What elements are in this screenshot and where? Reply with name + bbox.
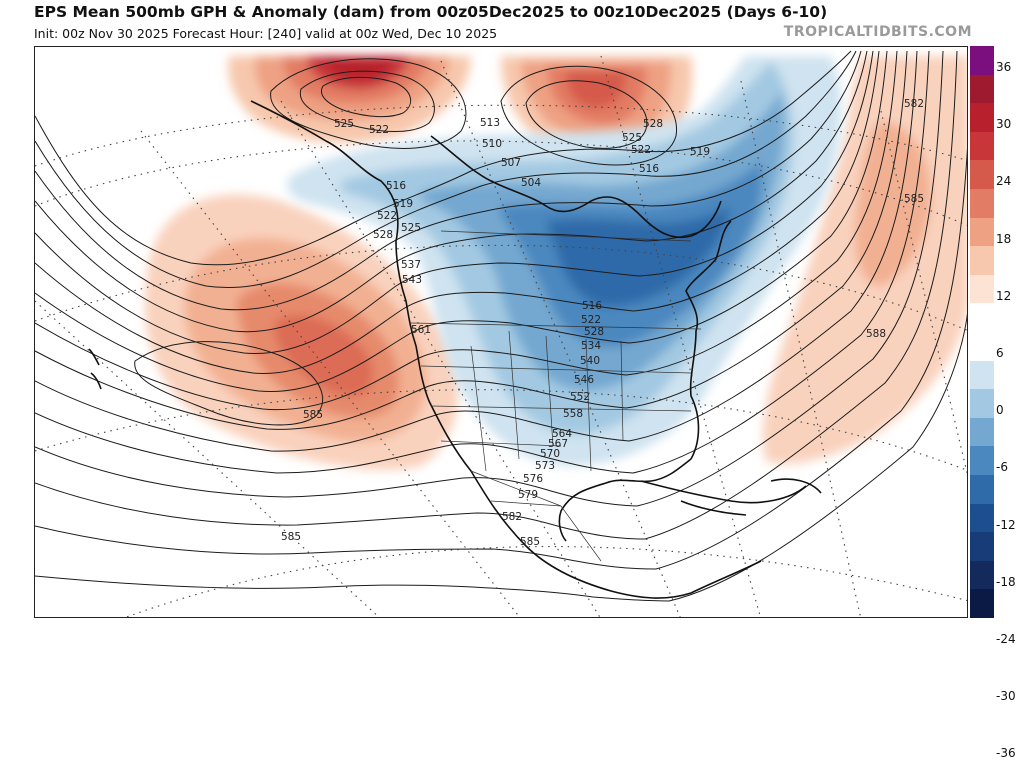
contour-label: 570 (540, 448, 560, 460)
height-contours (35, 50, 967, 602)
colorbar-segment (970, 475, 994, 505)
colorbar-tick-label: -36 (996, 746, 1016, 760)
colorbar-segment (970, 246, 994, 276)
map-subtitle: Init: 00z Nov 30 2025 Forecast Hour: [24… (34, 26, 498, 41)
colorbar-tick-label: 0 (996, 403, 1004, 418)
contour-label: 558 (563, 408, 583, 420)
contour-label: 528 (643, 118, 663, 130)
contour-label: 516 (639, 163, 659, 175)
colorbar-segment (970, 274, 994, 304)
contour-label: 585 (520, 536, 540, 548)
colorbar-segment (970, 189, 994, 219)
colorbar-segment (970, 103, 994, 133)
colorbar-tick-label: 36 (996, 60, 1012, 74)
political-borders (410, 230, 702, 562)
colorbar-segment (970, 360, 994, 390)
contour-label: 567 (548, 438, 568, 450)
colorbar-ticks: 36 30 24 18 12 6 0 -6 -12 -18 -24 -30 -36 (996, 46, 1024, 760)
contour-label: 564 (552, 428, 572, 440)
contour-label: 519 (690, 146, 710, 158)
colorbar-tick-label: -12 (996, 517, 1016, 532)
colorbar-segment (970, 417, 994, 447)
contour-label: 534 (581, 340, 601, 352)
colorbar-tick-label: -30 (996, 689, 1016, 704)
colorbar-tick-label: -24 (996, 632, 1016, 646)
colorbar-segment (970, 589, 994, 619)
colorbar-tick-label: 6 (996, 346, 1004, 360)
north-american-trough-anomaly (287, 56, 841, 466)
contour-label: 588 (866, 328, 886, 340)
colorbar-segment (970, 332, 994, 362)
contour-label: 522 (377, 210, 397, 222)
contour-label: 573 (535, 460, 555, 472)
contour-label: 513 (480, 117, 500, 129)
site-watermark: TROPICALTIDBITS.COM (783, 24, 972, 40)
colorbar-tick-label: 18 (996, 231, 1012, 246)
map-title: EPS Mean 500mb GPH & Anomaly (dam) from … (34, 3, 828, 21)
colorbar-segment (970, 532, 994, 562)
colorbar-segment (970, 303, 994, 333)
colorbar-segment (970, 160, 994, 190)
colorbar-segment (970, 389, 994, 419)
contour-label: 582 (502, 511, 522, 523)
contour-label: 552 (570, 391, 590, 403)
contour-label: 525 (401, 222, 421, 234)
contour-label: 585 (904, 193, 924, 205)
colorbar-tick-label: 24 (996, 174, 1012, 189)
contour-label: 522 (369, 124, 389, 136)
contour-label: 522 (631, 144, 651, 156)
contour-label: 516 (582, 300, 602, 312)
contour-label: 585 (303, 409, 323, 421)
colorbar-tick-label: 12 (996, 288, 1012, 303)
contour-label: 525 (334, 118, 354, 130)
contour-label: 540 (580, 355, 600, 367)
atlantic-ridge-anomaly (762, 56, 967, 465)
colorbar-tick-label: 30 (996, 117, 1012, 132)
contour-label: 576 (523, 473, 543, 485)
contour-label: 579 (518, 489, 538, 501)
contour-label: 516 (386, 180, 406, 192)
colorbar-segment (970, 131, 994, 161)
colorbar-tick-label: -6 (996, 460, 1008, 475)
colorbar-segment (970, 560, 994, 590)
contour-label: 510 (482, 138, 502, 150)
contour-label: 504 (521, 177, 541, 189)
contour-label: 528 (373, 229, 393, 241)
colorbar-segment (970, 503, 994, 533)
contour-label: 585 (281, 531, 301, 543)
colorbar-segment (970, 446, 994, 476)
contour-label: 525 (622, 132, 642, 144)
contour-label: 528 (584, 326, 604, 338)
anomaly-colorbar (970, 46, 994, 619)
contour-label: 519 (393, 198, 413, 210)
colorbar-segment (970, 74, 994, 104)
forecast-map: 525 522 513 510 507 504 528 525 522 519 516 516 519 5… (34, 46, 968, 618)
contour-label: 546 (574, 374, 594, 386)
contour-label: 507 (501, 157, 521, 169)
contour-label: 543 (402, 274, 422, 286)
colorbar-segment (970, 46, 994, 76)
contour-label: 522 (581, 314, 601, 326)
contour-label: 582 (904, 98, 924, 110)
colorbar-tick-label: -18 (996, 574, 1016, 589)
contour-label: 561 (411, 324, 431, 336)
coastlines (88, 100, 822, 599)
contour-label: 537 (401, 259, 421, 271)
colorbar-segment (970, 217, 994, 247)
pacific-ridge-anomaly (144, 194, 459, 470)
